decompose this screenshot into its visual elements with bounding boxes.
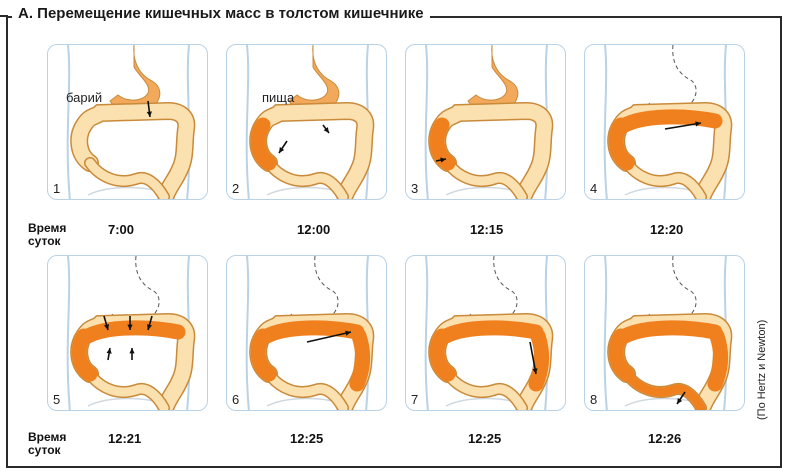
- stomach-outline: [648, 45, 697, 113]
- barium-asc: [429, 117, 456, 171]
- body-outline-left: [66, 45, 71, 199]
- time-label-7: 12:25: [468, 431, 502, 446]
- barium-trans: [617, 320, 723, 344]
- barium-desc: [528, 328, 550, 392]
- panel-4: 4: [584, 44, 745, 200]
- body-outline-left: [603, 256, 608, 410]
- barium-trans: [259, 320, 365, 344]
- time-label-2: 12:00: [297, 222, 331, 237]
- barium-desc: [349, 328, 371, 392]
- panel-7: 7: [405, 255, 566, 411]
- panel-number: 6: [232, 392, 240, 407]
- arrow-head: [146, 324, 152, 330]
- arrow-head: [695, 121, 701, 127]
- colon: [71, 103, 194, 199]
- panel-number: 1: [53, 181, 61, 196]
- arrow-head: [440, 157, 446, 163]
- barium-trans: [617, 109, 723, 133]
- time-label-6: 12:25: [290, 431, 324, 446]
- panel-number: 8: [590, 392, 598, 407]
- figure-title: А. Перемещение кишечных масс в толстом к…: [18, 5, 424, 22]
- arrow-head: [129, 348, 135, 354]
- barium-sig: [622, 369, 706, 410]
- panel-2: 2: [226, 44, 387, 200]
- time-label-1: 7:00: [108, 222, 135, 237]
- arrow-head: [104, 324, 110, 330]
- arrow-head: [127, 324, 133, 330]
- body-outline-left: [245, 256, 250, 410]
- callout-food: пища: [262, 90, 295, 105]
- body-outline-left: [245, 45, 250, 199]
- row-label-2: Время суток: [28, 430, 67, 457]
- arrow-head: [532, 368, 538, 374]
- arrow-head: [106, 348, 112, 354]
- time-label-3: 12:15: [470, 222, 504, 237]
- body-outline-left: [66, 256, 71, 410]
- stomach-outline: [290, 256, 339, 324]
- stomach: [467, 45, 519, 114]
- panel-number: 3: [411, 181, 419, 196]
- time-label-4: 12:20: [650, 222, 684, 237]
- panel-6: 6: [226, 255, 387, 411]
- panel-number: 5: [53, 392, 61, 407]
- stomach-outline: [111, 256, 160, 324]
- time-label-5: 12:21: [108, 431, 142, 446]
- panel-5: 5: [47, 255, 208, 411]
- barium-asc: [250, 117, 277, 171]
- panel-8: 8: [584, 255, 745, 411]
- sigmoid: [85, 369, 169, 410]
- movement-arrow: [664, 122, 702, 130]
- sigmoid: [85, 158, 169, 199]
- panel-number: 7: [411, 392, 419, 407]
- arrow-head: [146, 111, 152, 117]
- panel-3: 3: [405, 44, 566, 200]
- arrow-head: [677, 398, 683, 404]
- body-outline-left: [424, 45, 429, 199]
- sigmoid: [264, 158, 348, 199]
- stomach-outline: [469, 256, 518, 324]
- callout-barium: барий: [66, 90, 103, 105]
- sigmoid: [264, 369, 348, 410]
- source-credit: (По Hertz и Newton): [756, 319, 768, 420]
- arrow-head: [345, 330, 351, 336]
- time-label-8: 12:26: [648, 431, 682, 446]
- body-outline-left: [603, 45, 608, 199]
- title-wrap: А. Перемещение кишечных масс в толстом к…: [12, 5, 430, 22]
- arrow-head: [279, 147, 285, 153]
- panel-1: 1: [47, 44, 208, 200]
- arrow-head: [323, 127, 329, 133]
- stomach: [109, 45, 161, 114]
- stomach-outline: [648, 256, 697, 324]
- panel-number: 2: [232, 181, 240, 196]
- stomach: [288, 45, 340, 114]
- sigmoid: [622, 158, 706, 199]
- barium-desc: [707, 328, 729, 392]
- title-dash: [0, 15, 8, 17]
- movement-arrow: [529, 341, 537, 375]
- body-outline-left: [424, 256, 429, 410]
- sigmoid: [443, 158, 527, 199]
- panel-number: 4: [590, 181, 598, 196]
- barium-trans: [80, 320, 186, 344]
- sigmoid: [443, 369, 527, 410]
- row-label-1: Время суток: [28, 221, 67, 248]
- barium-trans: [438, 320, 544, 344]
- movement-arrow: [306, 331, 352, 343]
